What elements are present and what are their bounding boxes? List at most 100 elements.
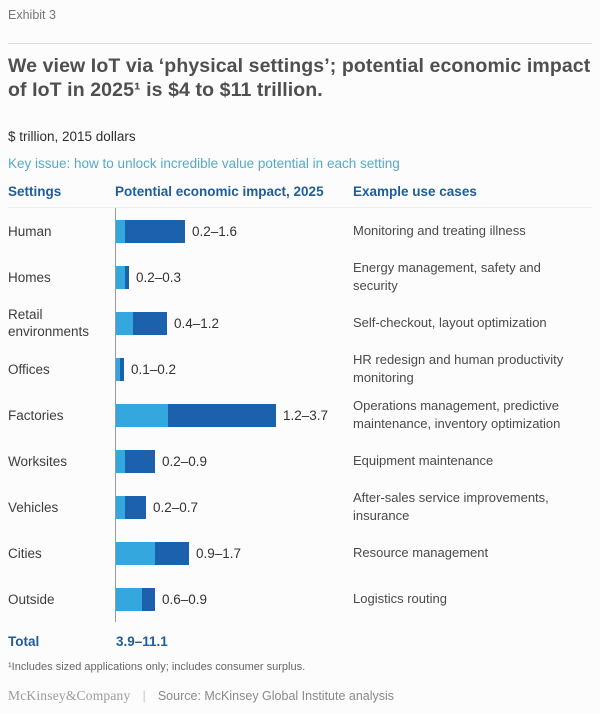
column-headers: Settings Potential economic impact, 2025… [8,184,592,199]
use-case-text: Resource management [353,545,489,560]
total-row: Total 3.9–11.1 [8,634,592,649]
range-bar [116,449,155,473]
column-header-impact: Potential economic impact, 2025 [115,184,324,199]
bar-high-segment [125,495,146,519]
axis-line: 0.6–0.9 [115,576,345,622]
bar-value-label: 1.2–3.7 [283,407,329,423]
range-bar [116,587,155,611]
axis-line: 0.9–1.7 [115,530,345,576]
setting-label: Human [8,223,52,239]
bar-high-segment [125,265,129,289]
column-header-settings: Settings [8,184,62,199]
setting-label: Vehicles [8,499,59,515]
chart-row: Factories 1.2–3.7 Operations management,… [8,392,592,438]
bar-value-label: 0.2–0.7 [153,499,199,515]
use-case-text: Monitoring and treating illness [353,223,526,238]
bar-high-segment [120,357,124,381]
use-case-cell: Logistics routing [345,576,592,622]
chart-row: Retail environments 0.4–1.2 Self-checkou… [8,300,592,346]
use-case-cell: Equipment maintenance [345,438,592,484]
bar-high-segment [155,541,189,565]
bar-high-segment [142,587,155,611]
bar-value-label: 0.9–1.7 [196,545,242,561]
bar-low-segment [116,265,125,289]
bar-value-label: 0.2–0.9 [162,453,208,469]
unit-note: $ trillion, 2015 dollars [8,129,136,144]
range-bar [116,495,146,519]
chart-title: We view IoT via ‘physical settings’; pot… [8,55,591,101]
range-bar [116,403,276,427]
use-case-text: Operations management, predictive mainte… [353,398,561,431]
setting-label: Retail environments [8,307,90,339]
bar-low-segment [116,403,168,427]
use-case-text: HR redesign and human productivity monit… [353,352,564,385]
source-note: Source: McKinsey Global Institute analys… [157,689,395,703]
axis-line: 0.2–0.9 [115,438,345,484]
range-bar [116,357,124,381]
use-case-cell: Resource management [345,530,592,576]
bar-cell: 0.6–0.9 [107,576,345,622]
bar-low-segment [116,219,125,243]
use-case-cell: Self-checkout, layout optimization [345,300,592,346]
column-header-use-cases: Example use cases [353,184,477,199]
range-bar [116,311,167,335]
footer-divider: | [142,688,146,703]
bar-value-label: 0.2–0.3 [136,269,182,285]
bar-cell: 1.2–3.7 [107,392,345,438]
bar-cell: 0.4–1.2 [107,300,345,346]
bar-value-label: 0.1–0.2 [131,361,177,377]
axis-line: 0.2–0.7 [115,484,345,530]
bar-high-segment [133,311,167,335]
use-case-text: Energy management, safety and security [353,260,541,293]
exhibit-label: Exhibit 3 [8,8,56,22]
bar-high-segment [168,403,276,427]
bar-low-segment [116,449,125,473]
use-case-text: After-sales service improvements, insura… [353,490,549,523]
footnote: ¹Includes sized applications only; inclu… [8,661,306,673]
bar-high-segment [125,219,185,243]
use-case-cell: Monitoring and treating illness [345,208,592,254]
axis-line: 0.1–0.2 [115,346,345,392]
bar-value-label: 0.2–1.6 [192,223,238,239]
setting-label: Outside [8,591,55,607]
setting-label: Factories [8,407,64,423]
total-value: 3.9–11.1 [116,634,168,649]
key-issue-note: Key issue: how to unlock incredible valu… [8,156,400,171]
bar-high-segment [125,449,155,473]
bar-chart: Human 0.2–1.6 Monitoring and treating il… [8,207,592,622]
mckinsey-logo: McKinsey&Company [8,688,131,703]
total-label: Total [8,634,40,649]
setting-label: Cities [8,545,42,561]
setting-label: Homes [8,269,51,285]
header-divider [8,43,592,44]
bar-low-segment [116,541,155,565]
bar-cell: 0.2–1.6 [107,208,345,254]
chart-row: Outside 0.6–0.9 Logistics routing [8,576,592,622]
bar-cell: 0.2–0.3 [107,254,345,300]
axis-line: 0.4–1.2 [115,300,345,346]
bar-cell: 0.2–0.9 [107,438,345,484]
bar-low-segment [116,311,133,335]
range-bar [116,265,129,289]
bar-cell: 0.2–0.7 [107,484,345,530]
setting-label: Offices [8,361,50,377]
range-bar [116,219,185,243]
axis-line: 1.2–3.7 [115,392,345,438]
range-bar [116,541,189,565]
chart-row: Offices 0.1–0.2 HR redesign and human pr… [8,346,592,392]
use-case-cell: Operations management, predictive mainte… [345,392,592,438]
use-case-text: Self-checkout, layout optimization [353,315,547,330]
bar-value-label: 0.4–1.2 [174,315,220,331]
use-case-text: Equipment maintenance [353,453,494,468]
chart-row: Human 0.2–1.6 Monitoring and treating il… [8,208,592,254]
chart-row: Vehicles 0.2–0.7 After-sales service imp… [8,484,592,530]
use-case-cell: After-sales service improvements, insura… [345,484,592,530]
bar-low-segment [116,357,120,381]
use-case-cell: HR redesign and human productivity monit… [345,346,592,392]
chart-row: Cities 0.9–1.7 Resource management [8,530,592,576]
axis-line: 0.2–1.6 [115,208,345,254]
bar-value-label: 0.6–0.9 [162,591,208,607]
setting-label: Worksites [8,453,68,469]
chart-row: Worksites 0.2–0.9 Equipment maintenance [8,438,592,484]
use-case-cell: Energy management, safety and security [345,254,592,300]
